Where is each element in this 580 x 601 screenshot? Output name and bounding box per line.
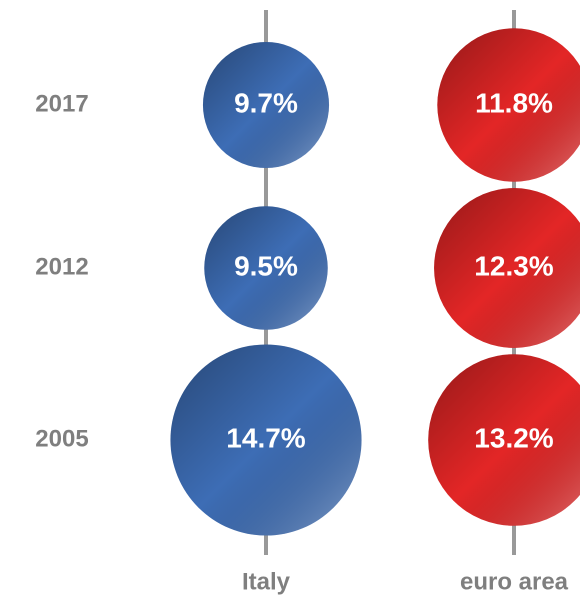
bubble-shade xyxy=(204,206,328,330)
bubble-shade xyxy=(437,28,580,182)
bubble-shade xyxy=(434,188,580,348)
column-label: euro area xyxy=(460,568,569,595)
value-label: 13.2% xyxy=(474,422,553,453)
value-label: 12.3% xyxy=(474,250,553,281)
column-label: Italy xyxy=(242,568,291,595)
value-label: 14.7% xyxy=(226,422,305,453)
bubble-shade xyxy=(428,354,580,526)
bubble-shade xyxy=(170,344,362,536)
bubble-shade xyxy=(202,41,330,169)
row-label: 2005 xyxy=(35,425,88,452)
value-label: 9.7% xyxy=(234,87,298,118)
value-label: 11.8% xyxy=(475,87,553,118)
value-label: 9.5% xyxy=(234,250,298,281)
row-label: 2017 xyxy=(35,90,88,117)
row-label: 2012 xyxy=(35,253,88,280)
